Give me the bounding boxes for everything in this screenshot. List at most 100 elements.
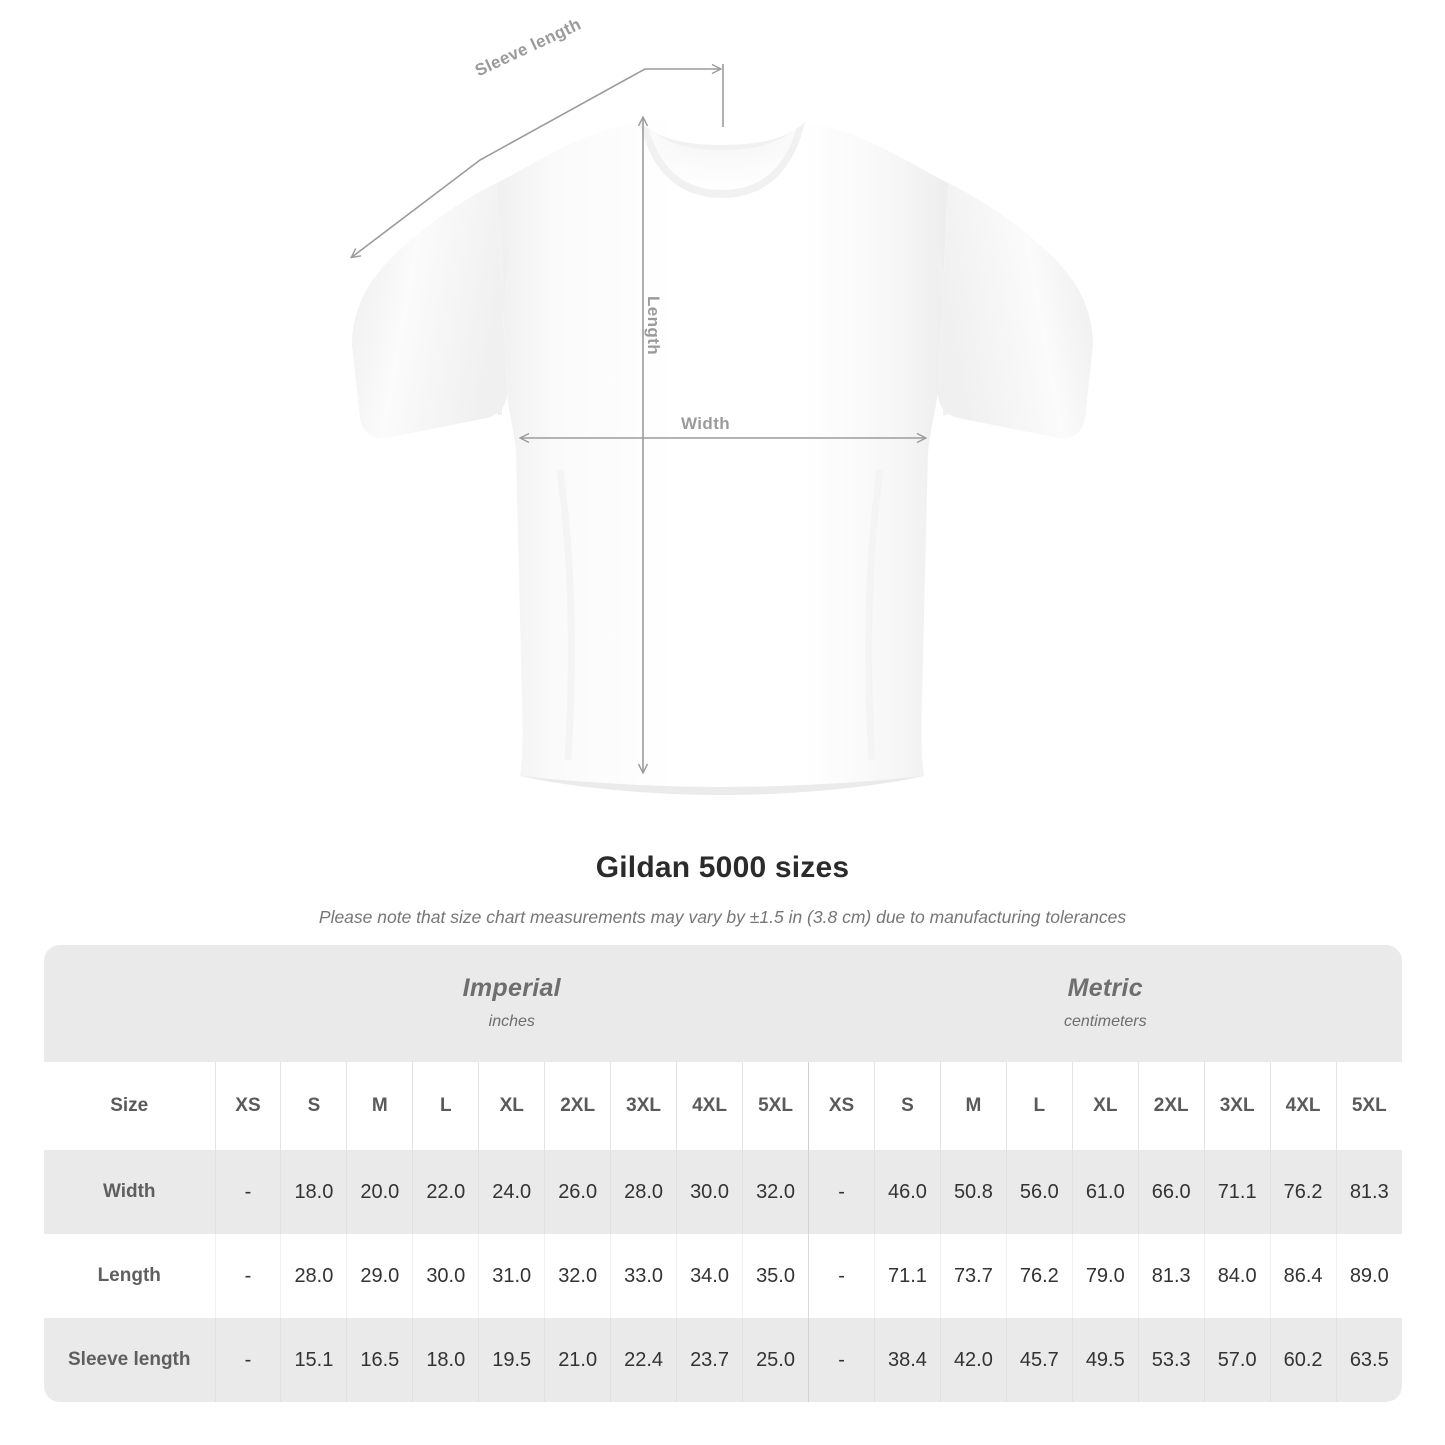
- size-header-imperial-xs: XS: [214, 1062, 281, 1150]
- cell-sleeve-length-imperial-l: 18.0: [412, 1318, 479, 1402]
- cell-length-imperial-m: 29.0: [346, 1234, 413, 1318]
- cell-sleeve-length-imperial-3xl: 22.4: [610, 1318, 677, 1402]
- shirt-hem-shadow: [520, 776, 924, 795]
- cell-sleeve-length-imperial-xl: 19.5: [478, 1318, 545, 1402]
- cell-length-metric-s: 71.1: [874, 1234, 941, 1318]
- cell-sleeve-length-imperial-5xl: 25.0: [741, 1318, 809, 1402]
- size-header-metric-3xl: 3XL: [1203, 1062, 1271, 1150]
- cell-width-metric-5xl: 81.3: [1335, 1150, 1403, 1234]
- cell-length-imperial-xs: -: [214, 1234, 281, 1318]
- cell-width-imperial-m: 20.0: [346, 1150, 413, 1234]
- size-header-imperial-xl: XL: [478, 1062, 545, 1150]
- size-header-imperial-2xl: 2XL: [544, 1062, 611, 1150]
- unit-sub-imperial: inches: [488, 1013, 535, 1030]
- unit-banner-metric: Metric centimeters: [808, 945, 1403, 1062]
- sleeve-seam-right: [936, 249, 948, 416]
- fold-line-right: [865, 469, 884, 761]
- cell-length-metric-5xl: 89.0: [1335, 1234, 1403, 1318]
- cell-length-metric-4xl: 86.4: [1269, 1234, 1337, 1318]
- cell-length-metric-3xl: 84.0: [1203, 1234, 1271, 1318]
- cell-width-metric-3xl: 71.1: [1203, 1150, 1271, 1234]
- cell-sleeve-length-imperial-s: 15.1: [280, 1318, 347, 1402]
- cell-sleeve-length-metric-m: 42.0: [939, 1318, 1007, 1402]
- cell-width-metric-l: 56.0: [1005, 1150, 1073, 1234]
- cell-sleeve-length-imperial-m: 16.5: [346, 1318, 413, 1402]
- page-title: Gildan 5000 sizes: [595, 851, 850, 884]
- cell-sleeve-length-imperial-2xl: 21.0: [544, 1318, 611, 1402]
- fold-line-left: [556, 469, 575, 761]
- cell-width-imperial-xl: 24.0: [478, 1150, 545, 1234]
- size-header-imperial-3xl: 3XL: [610, 1062, 677, 1150]
- size-header-metric-5xl: 5XL: [1335, 1062, 1403, 1150]
- size-header-metric-s: S: [874, 1062, 941, 1150]
- unit-name-metric: Metric: [1067, 974, 1143, 1002]
- table-row: Width -18.0 20.0 22.0 24.0 26.0 28.0 30.0 32.0-…: [44, 1150, 1403, 1234]
- cell-width-imperial-l: 22.0: [412, 1150, 479, 1234]
- size-header-metric-4xl: 4XL: [1269, 1062, 1337, 1150]
- shirt-body-group: [352, 117, 1093, 795]
- row-label-sleeve-length: Sleeve length: [44, 1318, 215, 1402]
- size-header-metric-m: M: [939, 1062, 1007, 1150]
- row-label-length: Length: [44, 1234, 215, 1318]
- left-sleeve-shape: [352, 183, 508, 439]
- size-header-imperial-5xl: 5XL: [741, 1062, 809, 1150]
- unit-banner-row: Imperial inches Metric centimeters: [44, 945, 1403, 1062]
- cell-width-imperial-3xl: 28.0: [610, 1150, 677, 1234]
- length-dimension-label: Length: [644, 296, 663, 356]
- size-column-header: Size: [44, 1062, 215, 1150]
- cell-width-imperial-5xl: 32.0: [741, 1150, 809, 1234]
- sleeve-seam-left: [497, 249, 509, 416]
- cell-width-metric-m: 50.8: [939, 1150, 1007, 1234]
- measurement-arrows: [352, 64, 925, 772]
- cell-width-metric-xl: 61.0: [1071, 1150, 1139, 1234]
- unit-banner-imperial: Imperial inches: [215, 945, 809, 1062]
- size-header-metric-xs: XS: [808, 1062, 875, 1150]
- cell-length-metric-l: 76.2: [1005, 1234, 1073, 1318]
- cell-sleeve-length-metric-2xl: 53.3: [1137, 1318, 1205, 1402]
- right-sleeve-shape: [937, 183, 1093, 439]
- size-header-metric-2xl: 2XL: [1137, 1062, 1205, 1150]
- cell-sleeve-length-metric-l: 45.7: [1005, 1318, 1073, 1402]
- size-header-imperial-m: M: [346, 1062, 413, 1150]
- table-row: Sleeve length -15.1 16.5 18.0 19.5 21.0 22.4 2…: [44, 1318, 1403, 1402]
- cell-width-imperial-2xl: 26.0: [544, 1150, 611, 1234]
- size-header-imperial-4xl: 4XL: [676, 1062, 743, 1150]
- cell-width-metric-s: 46.0: [874, 1150, 941, 1234]
- size-chart-table-wrapper: Imperial inches Metric centimeters Size …: [44, 945, 1403, 1402]
- tshirt-diagram: Sleeve length Length Width: [0, 0, 1093, 795]
- cell-sleeve-length-metric-5xl: 63.5: [1335, 1318, 1403, 1402]
- cell-length-imperial-xl: 31.0: [478, 1234, 545, 1318]
- cell-width-metric-xs: -: [808, 1150, 875, 1234]
- cell-sleeve-length-metric-xl: 49.5: [1071, 1318, 1139, 1402]
- size-chart-table: Imperial inches Metric centimeters Size …: [44, 945, 1403, 1402]
- heading-block: Gildan 5000 sizes Please note that size …: [0, 848, 1445, 932]
- size-header-metric-l: L: [1005, 1062, 1073, 1150]
- cell-length-imperial-4xl: 34.0: [676, 1234, 743, 1318]
- tshirt-illustration: [0, 0, 1093, 795]
- size-header-row: Size XS S M L XL 2XL 3XL 4XL 5XL XS S M L XL 2XL 3XL 4XL…: [44, 1062, 1403, 1150]
- cell-width-metric-4xl: 76.2: [1269, 1150, 1337, 1234]
- cell-length-imperial-3xl: 33.0: [610, 1234, 677, 1318]
- unit-banner-spacer: [44, 945, 215, 1062]
- cell-width-metric-2xl: 66.0: [1137, 1150, 1205, 1234]
- row-label-width: Width: [44, 1150, 215, 1234]
- cell-length-metric-2xl: 81.3: [1137, 1234, 1205, 1318]
- shirt-torso-shape: [497, 117, 948, 795]
- unit-sub-metric: centimeters: [1063, 1013, 1147, 1030]
- cell-sleeve-length-metric-xs: -: [808, 1318, 875, 1402]
- cell-length-metric-m: 73.7: [939, 1234, 1007, 1318]
- size-header-imperial-l: L: [412, 1062, 479, 1150]
- cell-length-imperial-2xl: 32.0: [544, 1234, 611, 1318]
- cell-sleeve-length-imperial-xs: -: [214, 1318, 281, 1402]
- table-row: Length -28.0 29.0 30.0 31.0 32.0 33.0 34.0 35.0…: [44, 1234, 1403, 1318]
- sleeve-length-arrow: [352, 69, 720, 257]
- cell-width-imperial-4xl: 30.0: [676, 1150, 743, 1234]
- size-header-metric-xl: XL: [1071, 1062, 1139, 1150]
- cell-length-metric-xl: 79.0: [1071, 1234, 1139, 1318]
- cell-sleeve-length-metric-3xl: 57.0: [1203, 1318, 1271, 1402]
- cell-width-imperial-s: 18.0: [280, 1150, 347, 1234]
- cell-length-imperial-s: 28.0: [280, 1234, 347, 1318]
- size-header-imperial-s: S: [280, 1062, 347, 1150]
- page-subtitle: Please note that size chart measurements…: [318, 907, 1127, 927]
- cell-length-imperial-l: 30.0: [412, 1234, 479, 1318]
